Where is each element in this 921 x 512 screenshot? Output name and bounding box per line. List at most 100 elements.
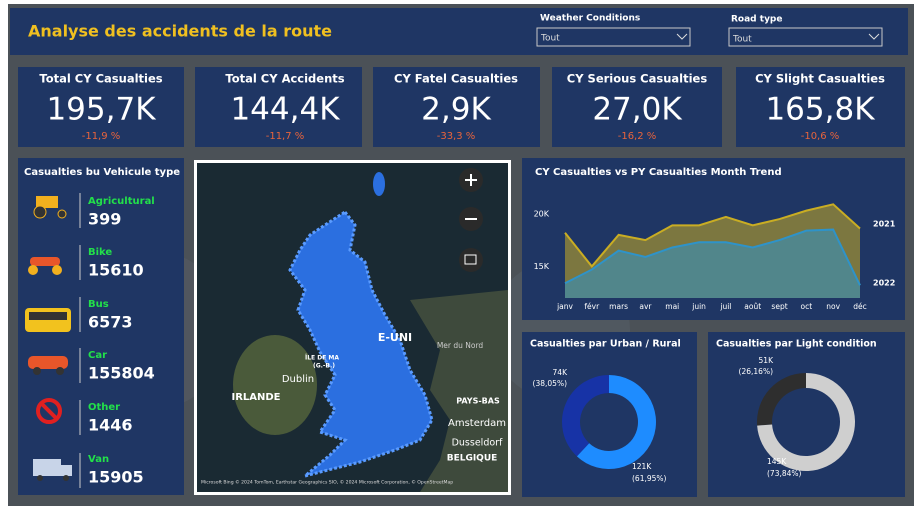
map-label: (G.-B.)	[313, 363, 335, 370]
vehicle-value: 1446	[88, 416, 133, 435]
x-tick-label: oct	[801, 302, 813, 311]
filter-value: Tout	[540, 34, 560, 44]
chart-title: Casualties par Light condition	[716, 339, 877, 350]
kpi-change: -33,3 %	[437, 131, 476, 142]
van-icon	[61, 465, 72, 476]
map-label: IRLANDE	[231, 392, 280, 403]
vehicle-value: 399	[88, 210, 121, 229]
count-label: 51K	[759, 356, 775, 365]
filter-dropdown[interactable]	[728, 27, 883, 47]
map-land	[233, 335, 317, 435]
donut-panel	[708, 332, 905, 497]
x-tick-label: juin	[691, 302, 706, 311]
x-tick-label: janv	[556, 302, 573, 311]
van-icon	[63, 475, 69, 481]
car-icon	[56, 367, 64, 375]
y-tick-label: 15K	[534, 262, 550, 271]
x-tick-label: juil	[719, 302, 731, 311]
kpi-title: Total CY Accidents	[225, 72, 344, 86]
bus-icon	[29, 312, 67, 320]
count-label: 74K	[553, 368, 569, 377]
x-tick-label: août	[744, 302, 761, 311]
count-label: 145K	[767, 457, 787, 466]
car-icon	[33, 367, 41, 375]
x-tick-label: févr	[584, 302, 600, 311]
vehicle-name: Bus	[88, 299, 109, 310]
chart-title: CY Casualties vs PY Casualties Month Tre…	[535, 167, 782, 178]
van-icon	[37, 475, 43, 481]
kpi-card	[552, 67, 722, 147]
map-uk-points	[288, 209, 434, 478]
dropdown-arrow	[676, 33, 688, 40]
kpi-value: 165,8K	[765, 92, 875, 128]
x-tick-label: sept	[771, 302, 787, 311]
bike-icon	[52, 265, 62, 275]
vehicle-icons	[25, 196, 72, 481]
kpi-value: 144,4K	[230, 92, 340, 128]
filter-dropdown[interactable]	[536, 27, 691, 47]
x-tick-label: nov	[826, 302, 840, 311]
select-button[interactable]	[459, 248, 483, 272]
donut-segment	[561, 375, 609, 457]
series-label: 2021	[873, 220, 896, 229]
series-area	[565, 229, 860, 298]
kpi-change: -11,9 %	[82, 131, 121, 142]
vehicle-name: Agricultural	[88, 196, 155, 207]
kpi-change: -16,2 %	[618, 131, 657, 142]
kpi-card	[195, 67, 362, 147]
map-label: E-UNI	[378, 331, 412, 344]
bike-icon	[30, 257, 60, 266]
count-label: 121K	[632, 462, 652, 471]
percent-label: (73,84%)	[767, 469, 802, 478]
chart-title: Casualties par Urban / Rural	[530, 339, 681, 350]
van-icon	[33, 459, 61, 476]
kpi-change: -10,6 %	[801, 131, 840, 142]
filter-label: Road type	[731, 15, 782, 25]
kpi-title: CY Fatel Casualties	[394, 72, 518, 86]
map-land	[410, 290, 508, 492]
kpi-value: 27,0K	[592, 92, 682, 128]
series-line	[564, 203, 861, 268]
x-tick-label: mai	[665, 302, 679, 311]
percent-label: (61,95%)	[632, 474, 667, 483]
donut-panel	[522, 332, 697, 497]
donut-segment	[576, 375, 656, 469]
vehicle-value: 15610	[88, 261, 144, 280]
vehicle-name: Car	[88, 350, 107, 361]
map-label: Amsterdam	[448, 418, 506, 429]
kpi-card	[18, 67, 184, 147]
map-attribution: Microsoft Bing © 2024 TomTom, Earthstar …	[201, 479, 453, 486]
tractor-icon	[57, 209, 67, 219]
tractor-icon	[33, 205, 47, 219]
map-label: PAYS-BAS	[456, 397, 500, 406]
select-icon	[464, 254, 477, 265]
vehicle-value: 6573	[88, 313, 133, 332]
kpi-change: -11,7 %	[266, 131, 305, 142]
zoom-in-icon	[465, 174, 477, 186]
tractor-icon	[36, 196, 58, 208]
vehicle-title: Casualties bu Vehicule type	[24, 167, 180, 178]
filter-value: Tout	[732, 35, 752, 45]
map-label: Dublin	[282, 374, 314, 385]
series-line	[564, 228, 861, 286]
vehicle-name: Bike	[88, 247, 112, 258]
filter-label: Weather Conditions	[540, 14, 640, 24]
percent-label: (38,05%)	[533, 379, 568, 388]
vehicle-name: Other	[88, 402, 120, 413]
no-entry-icon	[39, 401, 59, 421]
map-label: BELGIQUE	[447, 454, 498, 464]
donut-segment	[756, 373, 806, 426]
map-label: Dusseldorf	[452, 438, 503, 449]
dashboard-title: Analyse des accidents de la route	[28, 22, 332, 41]
series-label: 2022	[873, 279, 895, 288]
no-entry-icon	[36, 398, 62, 424]
kpi-value: 2,9K	[421, 92, 491, 128]
x-tick-label: mars	[609, 302, 628, 311]
percent-label: (26,16%)	[739, 367, 774, 376]
car-icon	[28, 356, 68, 369]
vehicle-value: 155804	[88, 364, 155, 383]
map-label: ÎLE DE MA	[305, 354, 339, 362]
vehicle-name: Van	[88, 454, 109, 465]
kpi-value: 195,7K	[46, 92, 156, 128]
